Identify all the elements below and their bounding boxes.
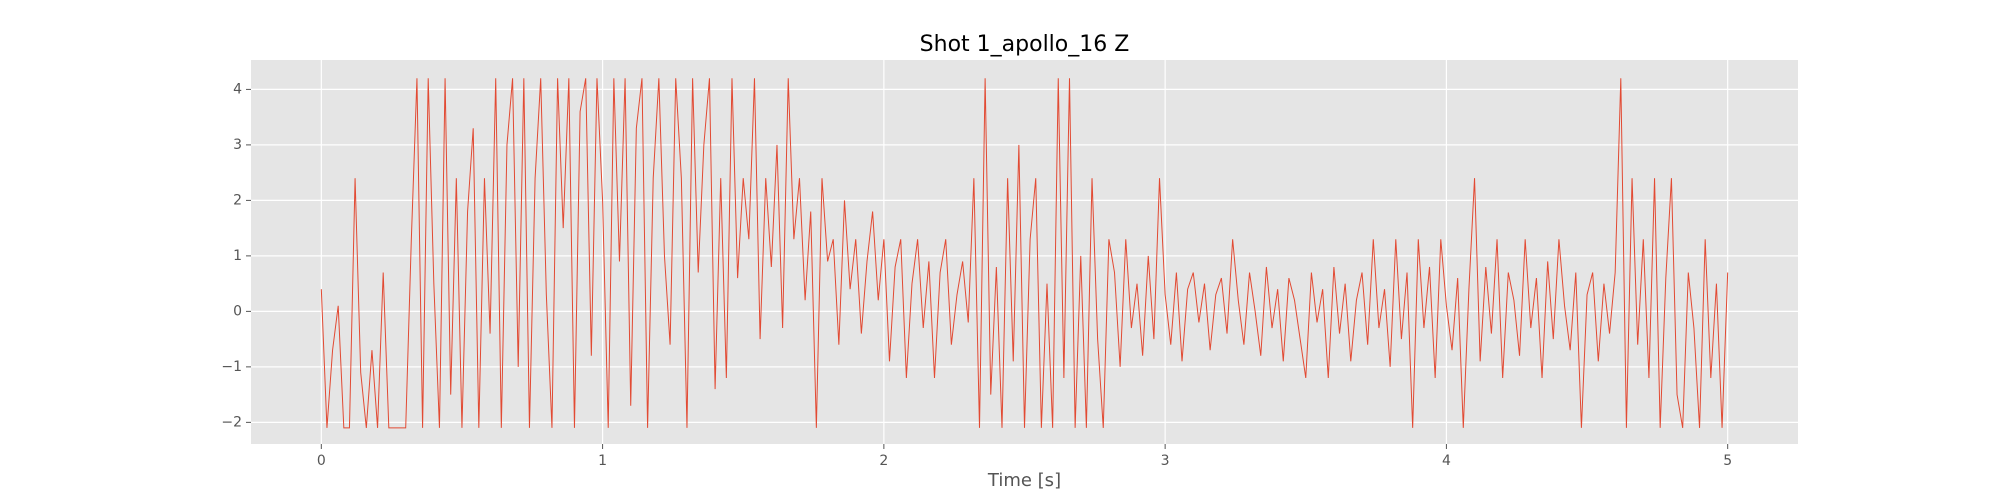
y-tick-label: 3	[233, 137, 242, 153]
x-tick-label: 3	[1161, 453, 1170, 469]
y-tick-label: 0	[233, 303, 242, 319]
y-tick-label: −1	[221, 359, 242, 375]
y-tick-label: 2	[233, 192, 242, 208]
x-tick-label: 5	[1723, 453, 1732, 469]
x-tick-label: 0	[317, 453, 326, 469]
chart-title: Shot 1_apollo_16 Z	[920, 32, 1130, 57]
y-tick-label: 1	[233, 248, 242, 264]
x-tick-label: 1	[598, 453, 607, 469]
y-tick-label: −2	[221, 414, 242, 430]
x-tick-label: 4	[1442, 453, 1451, 469]
x-tick-label: 2	[879, 453, 888, 469]
y-tick-label: 4	[233, 81, 242, 97]
x-axis-label: Time [s]	[987, 470, 1061, 491]
data-line	[320, 78, 1729, 429]
